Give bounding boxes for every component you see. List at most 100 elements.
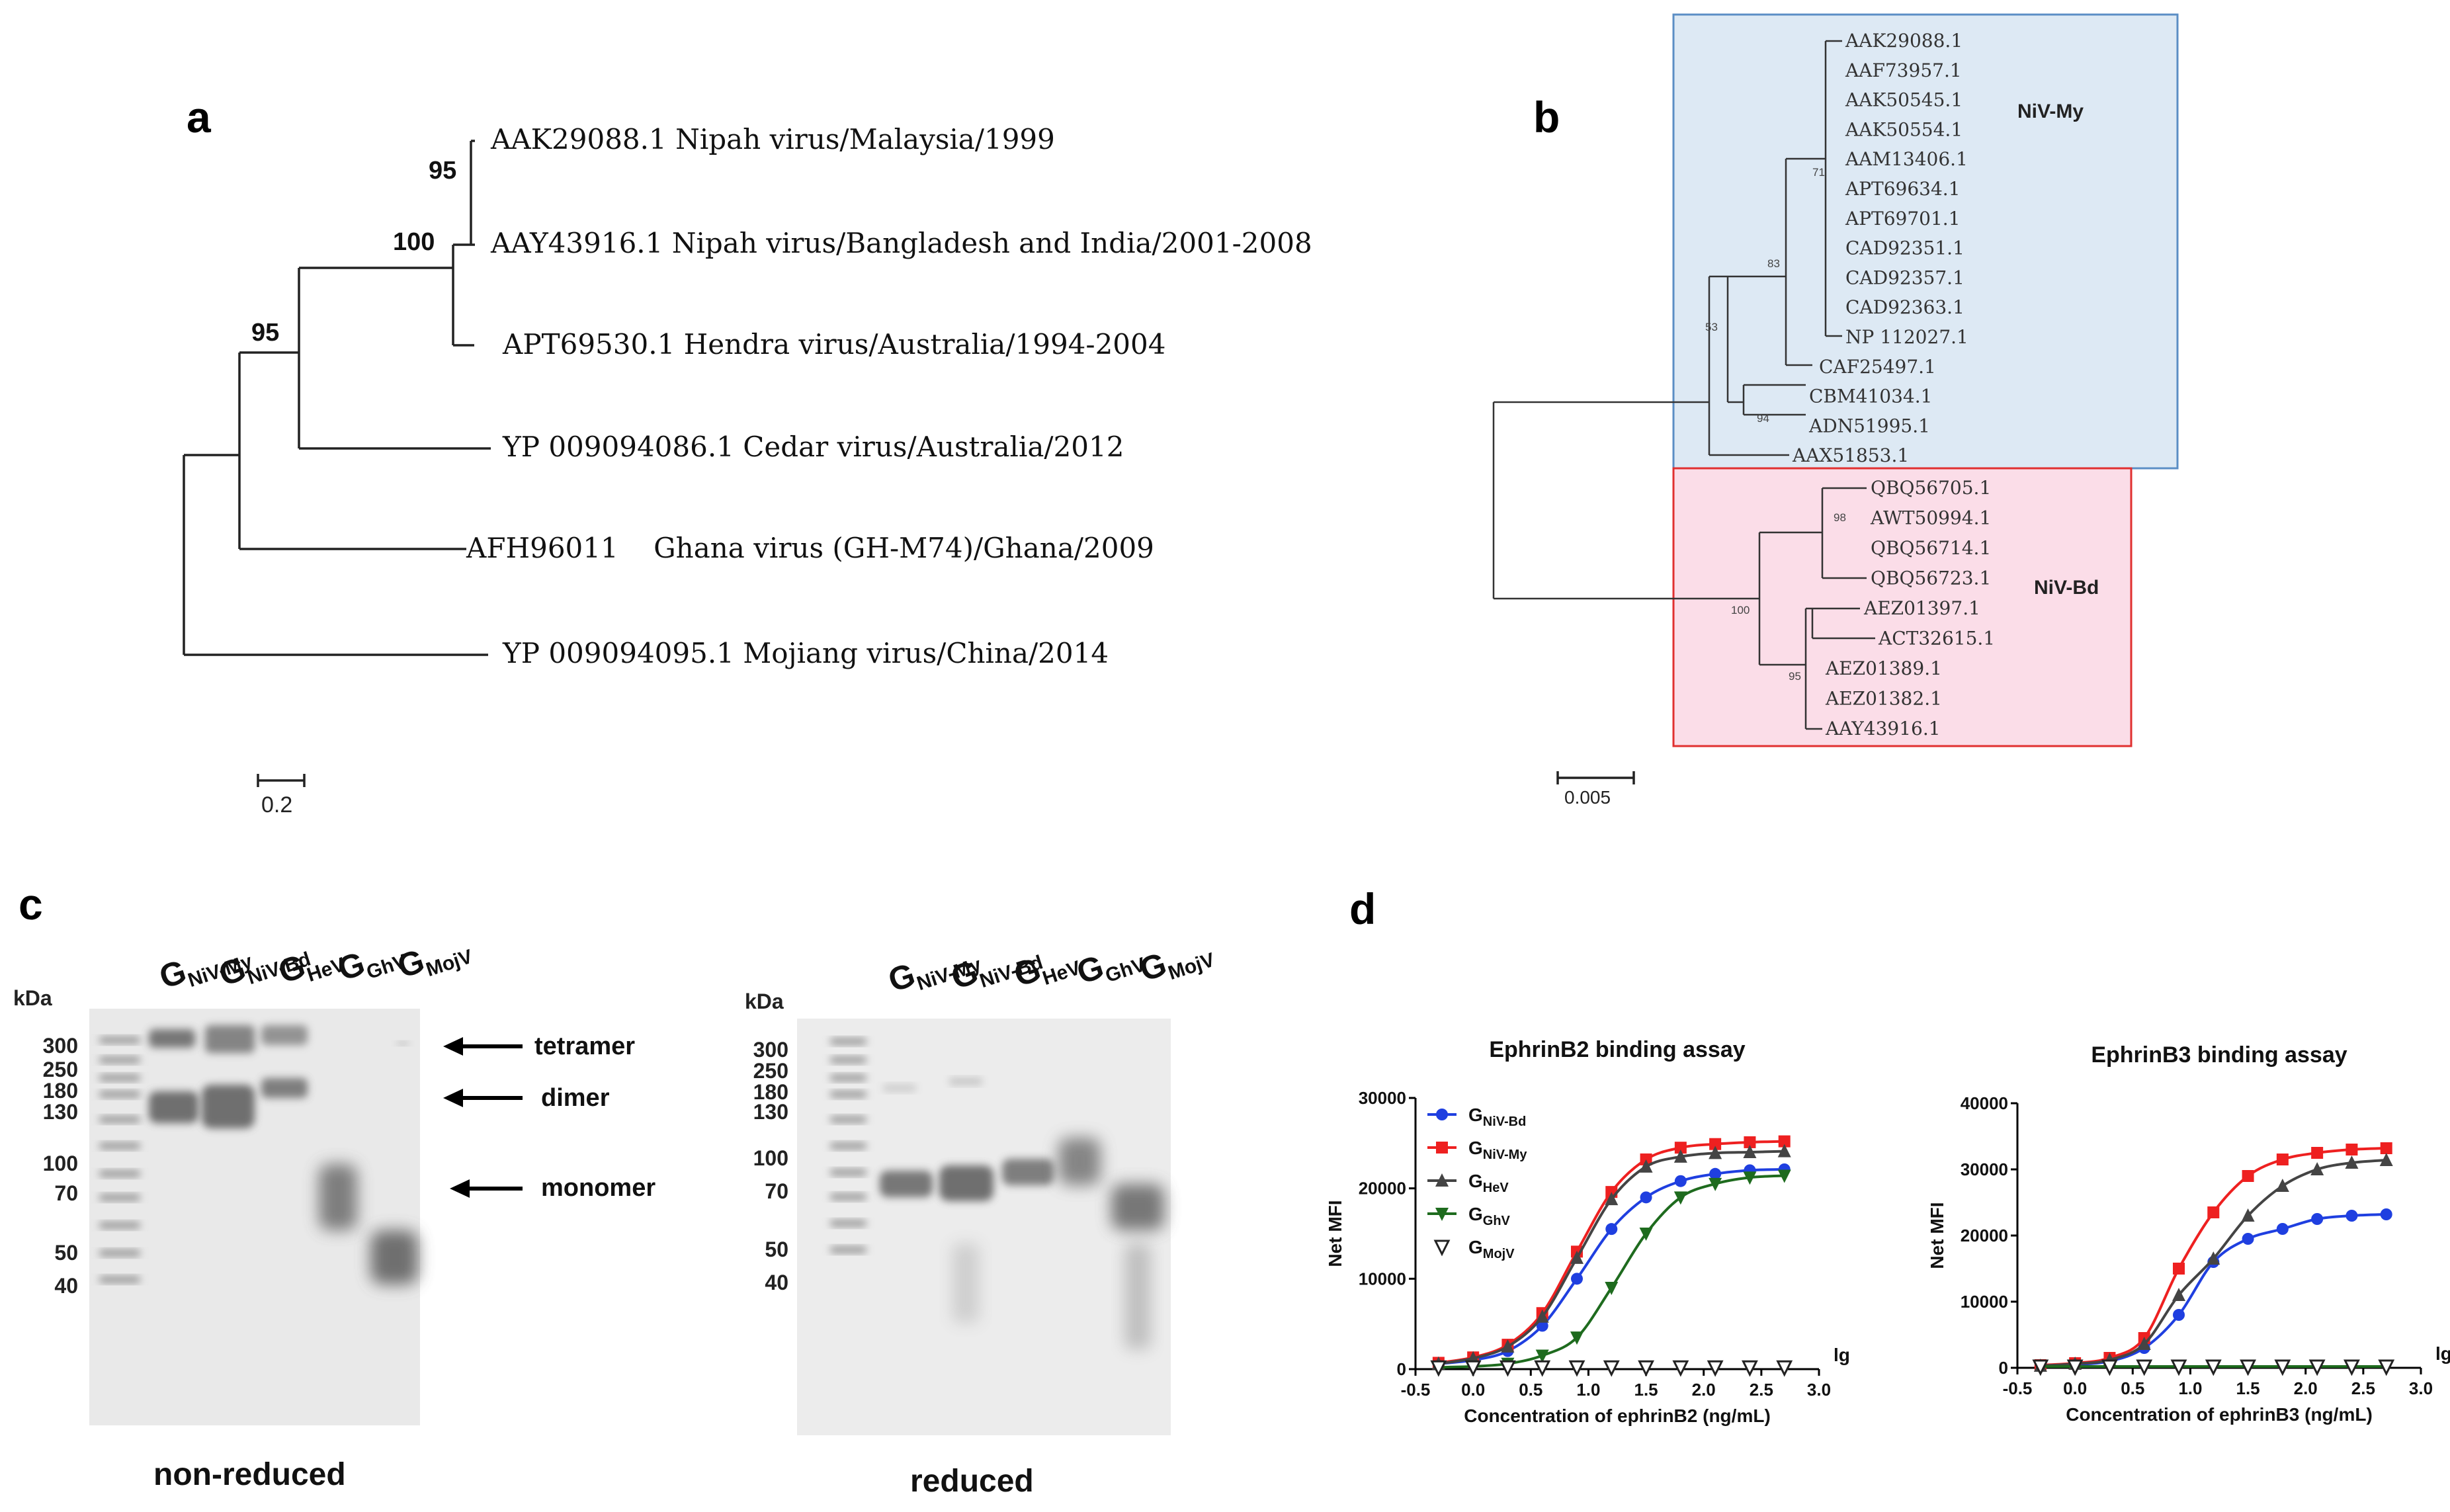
bootstrap-label: 53 (1705, 321, 1718, 333)
data-point-hev (1501, 1339, 1515, 1353)
data-point-niv-my (2345, 1144, 2358, 1155)
data-point-mojv (1500, 1360, 1516, 1377)
taxon-label: CBM41034.1 (1809, 386, 1932, 407)
x-tick-label: 1.0 (2178, 1378, 2202, 1398)
gel-caption-nonreduced: non-reduced (153, 1457, 346, 1492)
taxon-label: QBQ56705.1 (1871, 477, 1991, 499)
x-axis-label: Concentration of ephrinB3 (ng/mL) (2066, 1404, 2373, 1425)
data-point-hev (1709, 1146, 1722, 1159)
scale-bar (1556, 771, 1635, 784)
y-axis-label: Net MFI (1325, 1200, 1345, 1267)
x-tick-label: 2.0 (2294, 1378, 2318, 1398)
legend-label-main: G (1468, 1204, 1483, 1224)
data-point-mojv (1603, 1360, 1620, 1377)
data-point-ghv (1639, 1228, 1653, 1241)
taxon-label: QBQ56723.1 (1871, 567, 1991, 589)
data-point-niv-bd (1709, 1167, 1722, 1180)
data-point-ghv (1535, 1349, 1549, 1363)
taxon-label: YP 009094095.1 Mojiang virus/China/2014 (502, 637, 1109, 669)
mw-marker-label: 130 (43, 1100, 78, 1124)
y-tick-label: 10000 (1961, 1292, 2008, 1312)
taxon-label: AAY43916.1 Nipah virus/Bangladesh and In… (490, 227, 1312, 259)
x-axis-label: Concentration of ephrinB2 (ng/mL) (1464, 1406, 1771, 1426)
bootstrap-label: 100 (1731, 604, 1750, 616)
legend-label-main: G (1468, 1138, 1483, 1158)
annotation-arrows (443, 1037, 523, 1198)
lane-label-main: G (1135, 945, 1171, 988)
gel-bands (149, 1025, 418, 1284)
panel-a: a 95 100 95 AAK29088.1 Nipah virus/Malay… (183, 93, 1312, 818)
gel-bands (880, 1078, 1164, 1349)
data-point-mojv (1638, 1360, 1654, 1377)
taxon-label: AWT50994.1 (1870, 507, 1991, 529)
x-tick-label: 1.0 (1576, 1380, 1600, 1400)
lane-label-main: G (333, 945, 369, 987)
x-tick-label: 0.0 (1461, 1380, 1485, 1400)
panel-b: b NiV-My NiV-Bd AAK29088.1 AAF73957.1 AAK5… (1492, 13, 2179, 808)
data-point-hev (1570, 1250, 1584, 1264)
x-axis-log-label: lg (1834, 1345, 1850, 1365)
x-tick-label: 2.5 (2351, 1378, 2375, 1398)
mw-marker-label: 100 (43, 1152, 78, 1175)
tree-a-branches (183, 140, 491, 656)
data-point-niv-bd (2311, 1213, 2324, 1225)
kda-label: kDa (13, 986, 52, 1010)
scale-bar-label: 0.005 (1564, 787, 1611, 808)
gel-reduced (797, 1019, 1171, 1435)
mw-marker-label: 50 (54, 1241, 78, 1265)
mw-marker-label: 40 (765, 1271, 788, 1294)
taxon-label: AAM13406.1 (1845, 148, 1968, 170)
data-point-ghv (1709, 1177, 1722, 1191)
data-point-niv-bd (2173, 1309, 2185, 1321)
taxon-label: AEZ01397.1 (1863, 597, 1980, 619)
data-point-mojv (2066, 1359, 2084, 1376)
taxon-label: CAD92357.1 (1845, 267, 1964, 288)
data-point-niv-bd (1605, 1223, 1618, 1236)
clade-label-niv-my: NiV-My (2017, 101, 2084, 122)
chart-ephrinb2: EphrinB2 binding assay 0 10000 20000 30000 -0… (1325, 1037, 1850, 1426)
data-point-hev (2137, 1337, 2151, 1350)
annotation-monomer: monomer (541, 1174, 655, 1202)
data-point-niv-bd (2242, 1233, 2254, 1245)
data-point-mojv (2170, 1359, 2187, 1376)
taxon-label: AAX51853.1 (1792, 444, 1909, 466)
x-tick-label: -0.5 (2003, 1378, 2033, 1398)
taxon-label: AEZ01389.1 (1825, 657, 1942, 679)
kda-label: kDa (745, 989, 784, 1013)
y-axis-label: Net MFI (1927, 1202, 1947, 1269)
panel-label-d: d (1349, 884, 1376, 933)
x-tick-label: 3.0 (2409, 1378, 2433, 1398)
data-point-ghv (1673, 1191, 1687, 1205)
legend-marker (1433, 1239, 1451, 1257)
data-point-mojv (2378, 1359, 2395, 1376)
panel-label-a: a (187, 93, 212, 142)
bootstrap-label: 100 (393, 228, 435, 256)
clade-label-niv-bd: NiV-Bd (2034, 577, 2099, 599)
legend-marker (1435, 1173, 1449, 1187)
data-point-mojv (1672, 1360, 1689, 1377)
mw-marker-label: 70 (54, 1181, 78, 1205)
scale-bar-label: 0.2 (261, 792, 292, 818)
data-point-niv-bd (1536, 1320, 1548, 1332)
data-point-mojv (1742, 1360, 1758, 1377)
legend-marker (1436, 1142, 1448, 1154)
bootstrap-label: 83 (1767, 257, 1780, 270)
data-point-mojv (1534, 1360, 1551, 1377)
data-point-niv-my (1709, 1138, 1722, 1150)
lane-label: GGhV (1072, 935, 1148, 995)
legend-label-sub: NiV-Bd (1483, 1114, 1527, 1129)
gel-nonreduced-bands (99, 1025, 418, 1284)
taxon-label: ADN51995.1 (1808, 415, 1930, 437)
taxon-label: AAK29088.1 Nipah virus/Malaysia/1999 (490, 123, 1055, 155)
data-point-ghv (1743, 1171, 1757, 1185)
data-point-niv-bd (2380, 1208, 2392, 1220)
data-point-hev (1535, 1309, 1549, 1323)
x-tick-label: 3.0 (1807, 1380, 1831, 1400)
data-point-hev (2172, 1288, 2185, 1301)
mw-marker-label: 250 (753, 1059, 788, 1083)
data-point-mojv (2136, 1359, 2153, 1376)
taxon-label: APT69634.1 (1845, 178, 1961, 200)
data-point-hev (2310, 1162, 2324, 1175)
